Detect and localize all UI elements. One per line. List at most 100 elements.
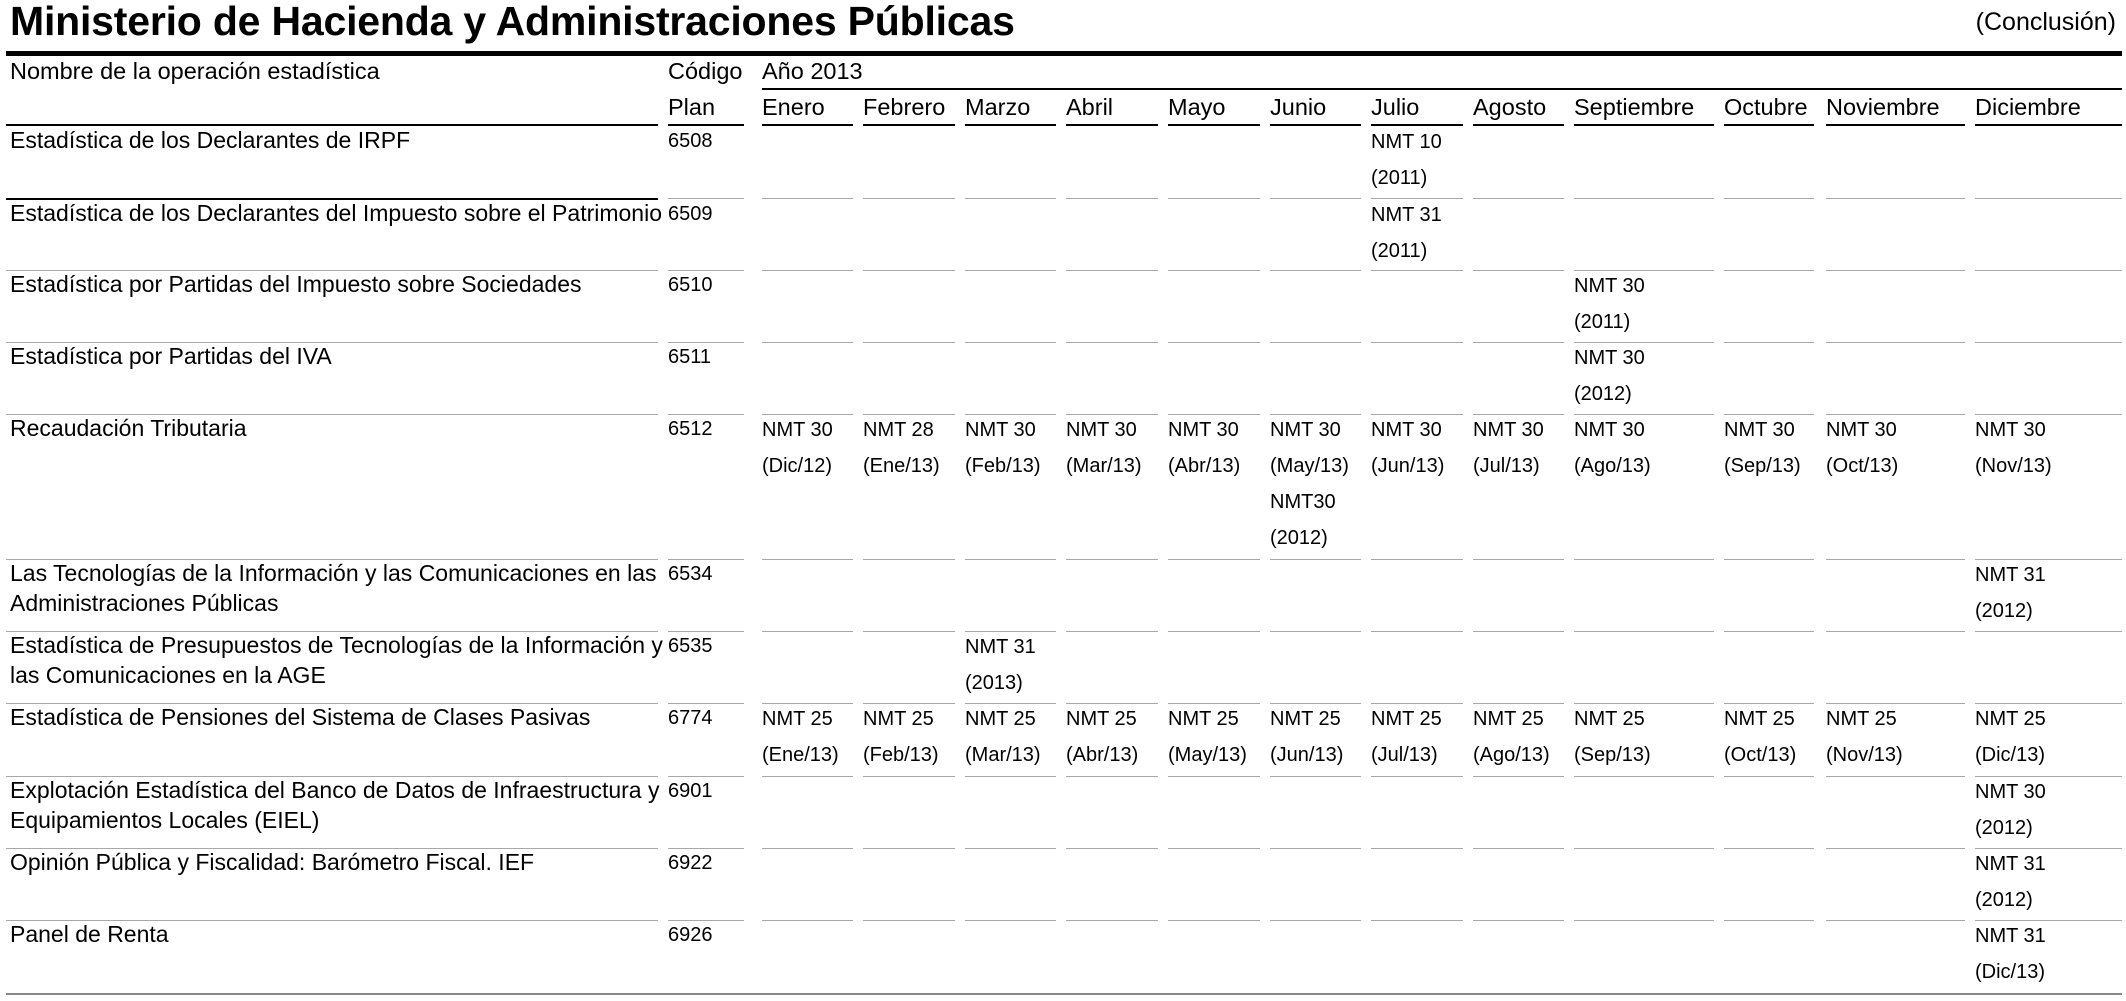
- schedule-cell: NMT 30: [1066, 419, 1137, 441]
- schedule-cell: (2011): [1371, 240, 1428, 262]
- row-separator-cell: [1270, 270, 1361, 271]
- schedule-cell: NMT 25: [1574, 708, 1645, 730]
- schedule-cell: (Oct/13): [1724, 744, 1797, 766]
- row-code: 6511: [668, 346, 712, 368]
- row-separator-name: [6, 776, 658, 777]
- row-code: 6512: [668, 418, 713, 440]
- month-header: Agosto: [1473, 94, 1547, 120]
- schedule-cell: (2012): [1975, 817, 2033, 839]
- row-separator-cell: [1724, 559, 1814, 560]
- schedule-cell: NMT 25: [1975, 708, 2046, 730]
- row-separator-name: [6, 559, 658, 560]
- row-separator-cell: [965, 198, 1056, 199]
- row-separator-cell: [1371, 270, 1463, 271]
- row-name: Estadística de Pensiones del Sistema de …: [10, 704, 591, 730]
- schedule-cell: (Mar/13): [1066, 455, 1142, 477]
- row-separator-cell: [1371, 776, 1463, 777]
- row-separator-code: [668, 414, 744, 415]
- row-separator-name: [6, 198, 658, 200]
- row-separator-cell: [762, 631, 853, 632]
- schedule-cell: NMT 25: [1826, 708, 1897, 730]
- schedule-cell: (Abr/13): [1168, 455, 1241, 477]
- schedule-cell: NMT 30: [762, 419, 833, 441]
- schedule-cell: (2012): [1270, 527, 1328, 549]
- schedule-cell: NMT 31: [965, 636, 1036, 658]
- row-name: Estadística por Partidas del Impuesto so…: [10, 271, 582, 297]
- row-code: 6535: [668, 635, 713, 657]
- row-separator-cell: [1473, 703, 1564, 704]
- schedule-cell: NMT 30: [1826, 419, 1897, 441]
- row-separator-cell: [1574, 270, 1714, 271]
- month-header: Julio: [1371, 94, 1420, 120]
- row-separator-cell: [1724, 631, 1814, 632]
- row-separator-cell: [1724, 776, 1814, 777]
- row-code: 6922: [668, 852, 713, 874]
- row-separator-cell: [1724, 703, 1814, 704]
- row-separator-cell: [1066, 776, 1158, 777]
- schedule-cell: (Nov/13): [1826, 744, 1903, 766]
- row-separator-cell: [1724, 270, 1814, 271]
- row-separator-cell: [1975, 703, 2122, 704]
- row-separator-code: [668, 270, 744, 271]
- row-separator-cell: [1826, 559, 1965, 560]
- month-header: Enero: [762, 94, 825, 120]
- row-separator-cell: [1975, 270, 2122, 271]
- row-separator-cell: [1724, 414, 1814, 415]
- row-separator-cell: [1473, 559, 1564, 560]
- row-separator-cell: [863, 559, 955, 560]
- schedule-cell: (May/13): [1270, 455, 1349, 477]
- row-separator-cell: [863, 703, 955, 704]
- row-separator-cell: [1724, 198, 1814, 199]
- schedule-cell: NMT 30: [1724, 419, 1795, 441]
- row-name: Opinión Pública y Fiscalidad: Barómetro …: [10, 849, 535, 875]
- schedule-cell: NMT 25: [1371, 708, 1442, 730]
- schedule-cell: NMT 25: [863, 708, 934, 730]
- schedule-cell: NMT 25: [1724, 708, 1795, 730]
- row-separator-cell: [1066, 559, 1158, 560]
- month-header: Marzo: [965, 94, 1031, 120]
- row-separator-cell: [1066, 414, 1158, 415]
- row-separator-code: [668, 703, 744, 704]
- row-name: Estadística de Presupuestos de Tecnologí…: [10, 632, 663, 688]
- row-name: Estadística de los Declarantes del Impue…: [10, 200, 662, 226]
- row-separator-cell: [965, 920, 1056, 921]
- row-separator-cell: [762, 342, 853, 343]
- schedule-cell: (Ago/13): [1473, 744, 1550, 766]
- row-name: Las Tecnologías de la Información y las …: [10, 560, 657, 616]
- schedule-cell: NMT 25: [965, 708, 1036, 730]
- row-separator-cell: [1270, 920, 1361, 921]
- row-separator-cell: [1371, 920, 1463, 921]
- row-separator-cell: [1066, 198, 1158, 199]
- schedule-cell: (2012): [1975, 600, 2033, 622]
- month-header: Abril: [1066, 94, 1114, 120]
- schedule-cell: (Sep/13): [1724, 455, 1801, 477]
- row-separator-cell: [1168, 414, 1260, 415]
- row-separator-cell: [1826, 631, 1965, 632]
- schedule-cell: NMT 25: [1270, 708, 1341, 730]
- schedule-cell: (Dic/13): [1975, 744, 2046, 766]
- row-code: 6510: [668, 274, 713, 296]
- row-name: Explotación Estadística del Banco de Dat…: [10, 777, 660, 833]
- schedule-cell: (Ene/13): [863, 455, 940, 477]
- row-separator-cell: [1826, 414, 1965, 415]
- row-separator-cell: [1574, 559, 1714, 560]
- schedule-cell: (Jul/13): [1371, 744, 1438, 766]
- row-separator-code: [668, 631, 744, 632]
- row-separator-cell: [1371, 198, 1463, 199]
- month-header-rule: [1168, 124, 1260, 126]
- title-rule: [6, 51, 2122, 56]
- row-code: 6774: [668, 707, 713, 729]
- header-rule-code: [668, 124, 744, 126]
- schedule-cell: NMT 25: [1168, 708, 1239, 730]
- schedule-cell: NMT 30: [1473, 419, 1544, 441]
- row-separator-cell: [863, 848, 955, 849]
- row-separator-cell: [1826, 342, 1965, 343]
- row-separator-name: [6, 270, 658, 271]
- month-header-rule: [1371, 124, 1463, 126]
- row-separator-cell: [863, 414, 955, 415]
- schedule-cell: NMT 25: [762, 708, 833, 730]
- header-code: Código: [668, 58, 743, 84]
- schedule-cell: (Ene/13): [762, 744, 839, 766]
- row-separator-cell: [1371, 848, 1463, 849]
- row-separator-cell: [1975, 631, 2122, 632]
